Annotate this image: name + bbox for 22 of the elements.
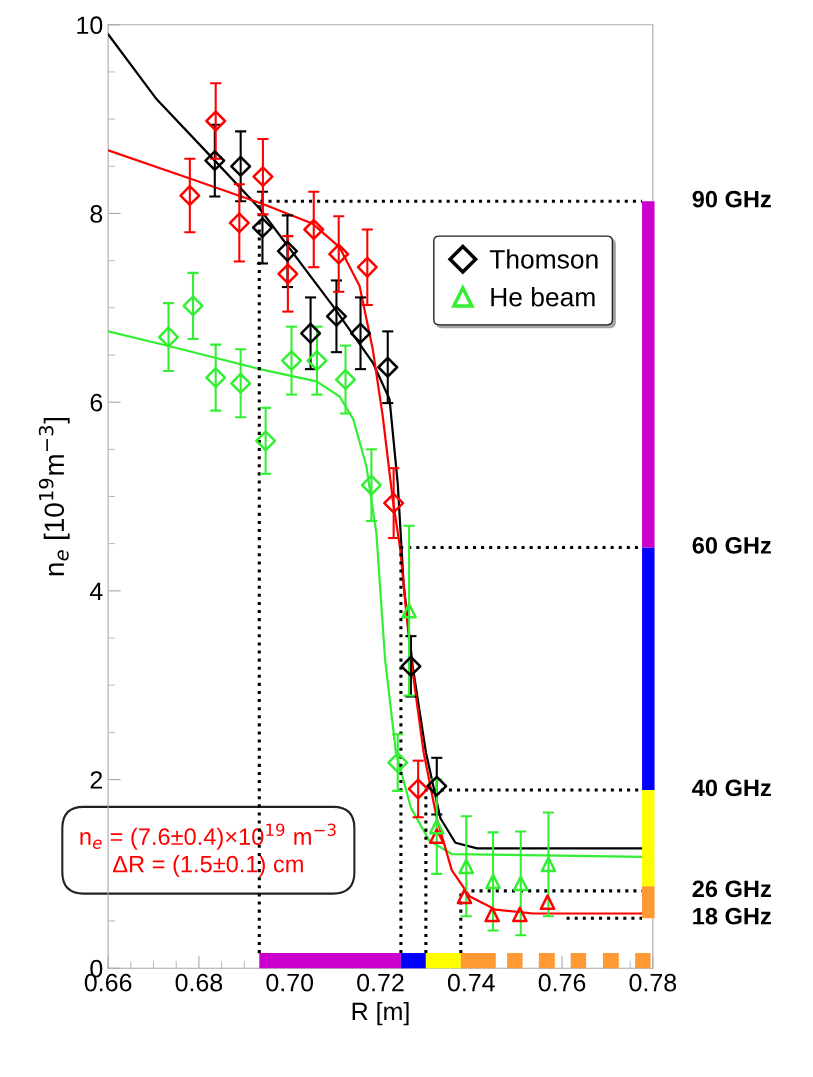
legend-label: He beam [491, 287, 595, 307]
y-tick-label: 10 [77, 16, 103, 35]
text: 40 GHz [692, 779, 771, 797]
text: 60 GHz [692, 537, 771, 554]
y-tick-label: 2 [90, 771, 103, 789]
x-tick-label: 0.78 [629, 973, 677, 992]
y-tick-label: 4 [89, 582, 103, 600]
x-tick-label: 0.74 [447, 973, 495, 992]
x-tick-label: 0.68 [175, 973, 223, 992]
x-tick-label: 0.70 [266, 973, 314, 992]
text: 26 GHz [692, 880, 771, 898]
x-axis-title: R [m] [352, 1001, 409, 1026]
annotation: n$_{e}$ = (7.6±0.4)×10$^{19}$ m$^{−3}$ [80, 823, 336, 850]
y-axis-title: n$_{e}$ [10$^{19}$m$^{−3}$] [38, 417, 70, 576]
text: 90 GHz [692, 190, 771, 208]
y-tick-label: 6 [90, 393, 103, 412]
legend-label: Thomson [489, 249, 598, 269]
y-tick-label: 8 [90, 205, 103, 223]
annotation: ΔR = (1.5±0.1) cm [113, 855, 303, 878]
x-tick-label: 0.76 [538, 973, 586, 992]
x-tick-label: 0.72 [357, 973, 404, 992]
text: 18 GHz [693, 907, 771, 925]
